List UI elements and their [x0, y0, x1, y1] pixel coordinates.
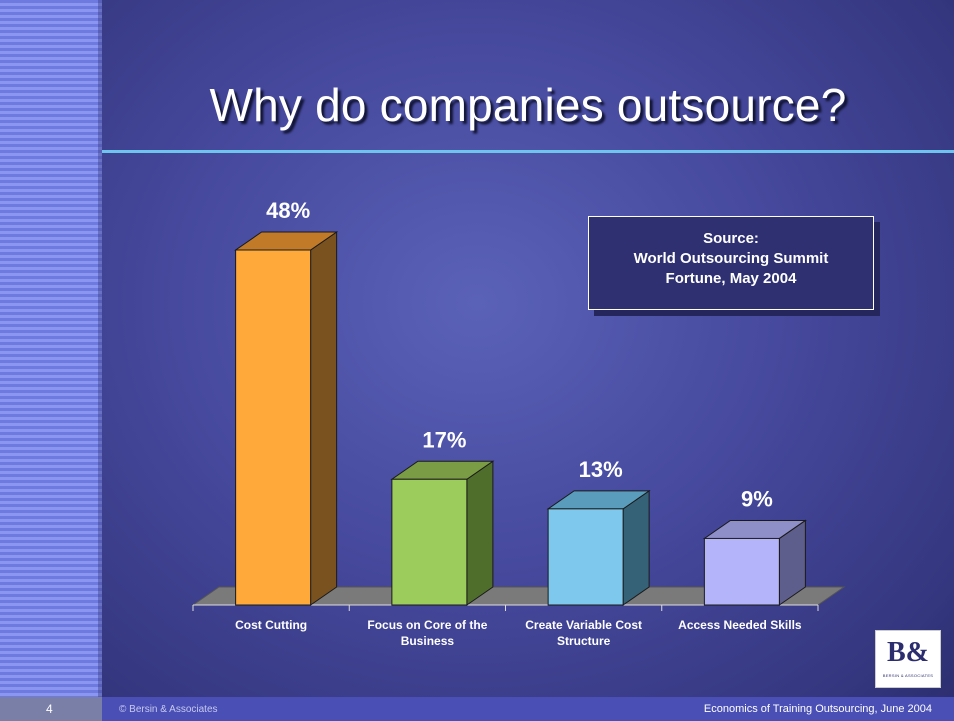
- data-label: 48%: [266, 198, 310, 223]
- bar-side: [310, 231, 338, 606]
- bar-side: [466, 460, 494, 606]
- category-label: Focus on Core of the: [367, 618, 487, 632]
- presentation-title: Economics of Training Outsourcing, June …: [703, 703, 932, 715]
- bar-chart: 48% Cost Cutting 17% Focus on Core of the Bu…: [191, 198, 846, 648]
- data-label: 9%: [741, 486, 773, 511]
- page-number-box: 4: [0, 697, 102, 721]
- footer-bar: 4 © Bersin & Associates Economics of Tra…: [0, 697, 954, 721]
- bar: [702, 519, 807, 606]
- source-box: Source: World Outsourcing Summit Fortune…: [588, 216, 874, 310]
- logo-mark: B&: [887, 637, 929, 668]
- left-decorative-strip: [0, 0, 102, 697]
- bar-front: [235, 249, 312, 606]
- bersin-logo: B& BERSIN & ASSOCIATES: [875, 630, 941, 688]
- category-label: Create Variable Cost: [525, 618, 642, 632]
- bar: [234, 231, 339, 606]
- page-number: 4: [46, 702, 53, 716]
- data-label: 17%: [422, 427, 466, 452]
- title-divider: [102, 150, 954, 153]
- logo-subtitle: BERSIN & ASSOCIATES: [882, 673, 934, 678]
- bar-side: [622, 489, 650, 606]
- source-publication: Fortune, May 2004: [665, 270, 797, 287]
- category-label: Access Needed Skills: [678, 618, 802, 632]
- category-label: Structure: [557, 634, 611, 648]
- category-label: Cost Cutting: [235, 618, 307, 632]
- source-name: World Outsourcing Summit: [633, 250, 829, 267]
- bar-front: [391, 478, 468, 606]
- bar: [546, 489, 651, 606]
- bar: [390, 460, 495, 606]
- copyright-text: © Bersin & Associates: [119, 704, 218, 715]
- source-label: Source:: [703, 230, 759, 247]
- category-label: Business: [401, 634, 455, 648]
- bar-front: [547, 508, 624, 606]
- slide-title: Why do companies outsource?: [209, 79, 847, 131]
- bar-front: [703, 537, 780, 606]
- data-label: 13%: [579, 457, 623, 482]
